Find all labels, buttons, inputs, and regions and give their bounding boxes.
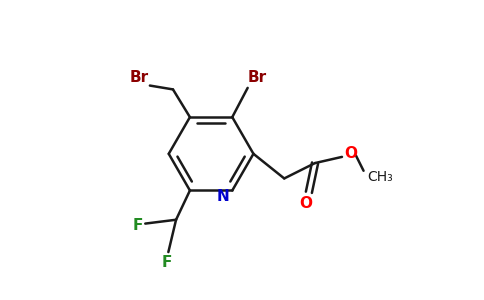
Text: F: F	[132, 218, 143, 232]
Text: N: N	[217, 189, 229, 204]
Text: F: F	[162, 255, 172, 270]
Text: CH₃: CH₃	[368, 170, 393, 184]
Text: O: O	[299, 196, 312, 211]
Text: O: O	[345, 146, 358, 161]
Text: Br: Br	[130, 70, 149, 86]
Text: Br: Br	[247, 70, 267, 85]
